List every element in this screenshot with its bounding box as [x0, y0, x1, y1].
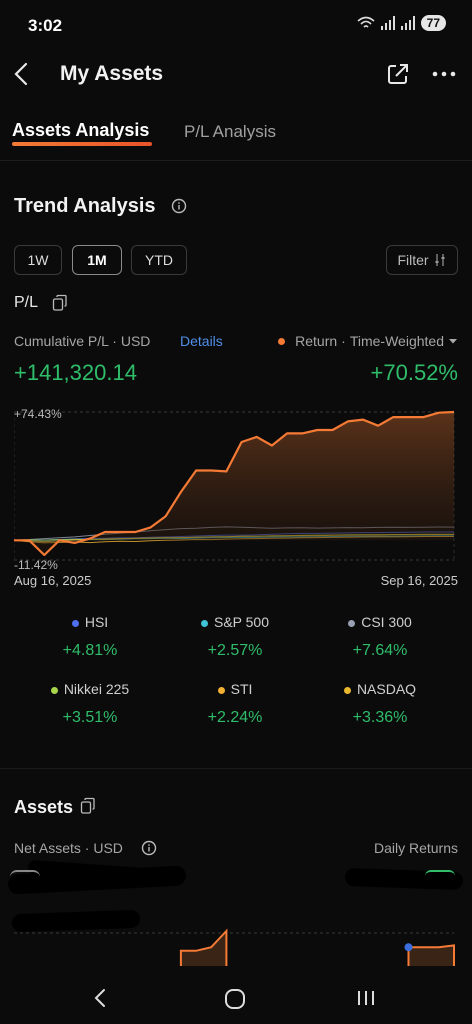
tab-pl-analysis[interactable]: P/L Analysis: [184, 122, 276, 141]
benchmark-value: +2.24%: [207, 709, 263, 726]
legend-dot: [348, 619, 356, 627]
benchmark-value: +2.57%: [207, 642, 263, 659]
tab-active-indicator: [12, 142, 152, 146]
signal-icon: [400, 16, 415, 30]
legend-dot: [343, 686, 351, 694]
period-1w-button[interactable]: 1W: [14, 245, 62, 275]
nav-home-icon[interactable]: [224, 988, 246, 1010]
legend-dot: [200, 619, 208, 627]
benchmark-name: S&P 500: [213, 614, 269, 630]
nav-recents-icon[interactable]: [356, 989, 376, 1007]
benchmark-nasdaq[interactable]: NASDAQ +3.36%: [305, 681, 455, 727]
period-ytd-button[interactable]: YTD: [131, 245, 187, 275]
sliders-icon: [435, 254, 445, 266]
pl-label: P/L: [14, 294, 39, 311]
page-title: My Assets: [60, 62, 164, 85]
return-value: +70.52%: [370, 360, 458, 385]
benchmark-name: NASDAQ: [356, 681, 417, 697]
x-end-label: Sep 16, 2025: [380, 573, 458, 588]
assets-line-0: [179, 928, 228, 967]
return-mode: Time-Weighted: [349, 333, 444, 349]
y-max-label: +74.43%: [14, 407, 62, 421]
return-area: [14, 412, 454, 555]
benchmark-value: +4.81%: [62, 642, 118, 659]
cumulative-pl-label: Cumulative P/L · USD: [14, 333, 151, 349]
copy-icon[interactable]: [52, 294, 68, 312]
assets-title: Assets: [14, 797, 74, 817]
legend-dot: [217, 686, 225, 694]
benchmark-name: HSI: [84, 614, 109, 630]
info-icon[interactable]: [171, 198, 187, 214]
benchmark-name: STI: [230, 681, 253, 697]
status-time: 3:02: [28, 16, 63, 35]
trend-analysis-title: Trend Analysis: [14, 195, 156, 217]
trend-chart[interactable]: [14, 410, 464, 562]
benchmark-sp500[interactable]: S&P 500 +2.57%: [160, 614, 310, 660]
benchmark-name: Nikkei 225: [63, 681, 130, 697]
net-assets-label: Net Assets · USD: [14, 840, 123, 856]
benchmark-csi300[interactable]: CSI 300 +7.64%: [305, 614, 455, 660]
nav-back-icon[interactable]: [92, 988, 108, 1008]
period-1m-button[interactable]: 1M: [72, 245, 122, 275]
share-icon[interactable]: [384, 60, 412, 88]
tab-divider: [0, 160, 472, 161]
redacted-daily-returns: [344, 867, 464, 892]
series-line-return: [14, 410, 455, 557]
copy-icon[interactable]: [80, 797, 96, 815]
benchmark-nikkei225[interactable]: Nikkei 225 +3.51%: [15, 681, 165, 727]
tab-assets-analysis[interactable]: Assets Analysis: [12, 120, 150, 140]
details-link[interactable]: Details: [180, 333, 223, 349]
benchmark-sti[interactable]: STI +2.24%: [160, 681, 310, 727]
benchmark-value: +3.51%: [62, 709, 118, 726]
signal-icon: [380, 16, 395, 30]
assets-area-1: [408, 945, 454, 967]
back-icon[interactable]: [10, 60, 34, 88]
legend-dot: [71, 619, 79, 627]
wifi-icon: [357, 16, 375, 28]
daily-returns-label: Daily Returns: [373, 840, 458, 856]
benchmark-value: +3.36%: [352, 709, 408, 726]
benchmark-name: CSI 300: [361, 614, 412, 630]
benchmark-hsi[interactable]: HSI +4.81%: [15, 614, 165, 660]
caret-down-icon: [449, 339, 457, 344]
return-dot: [278, 337, 286, 345]
more-icon[interactable]: [430, 60, 458, 88]
battery-badge: 77: [420, 15, 446, 31]
section-divider: [0, 768, 472, 769]
legend-dot: [50, 686, 58, 694]
x-start-label: Aug 16, 2025: [14, 573, 92, 588]
cumulative-pl-value: +141,320.14: [14, 360, 137, 385]
redacted-net-assets: [7, 859, 187, 895]
assets-area-0: [180, 931, 227, 967]
return-label: Return: [295, 333, 338, 349]
status-icons: 77: [357, 15, 446, 31]
y-min-label: -11.42%: [14, 558, 58, 572]
return-selector[interactable]: Return · Time-Weighted: [278, 333, 458, 349]
assets-marker-dot: [404, 943, 413, 952]
filter-button[interactable]: Filter: [386, 245, 458, 275]
separator-dot: ·: [341, 333, 346, 349]
benchmark-value: +7.64%: [352, 642, 408, 659]
system-nav-bar: [0, 966, 472, 1024]
filter-label: Filter: [397, 252, 429, 268]
info-icon[interactable]: [141, 840, 157, 856]
assets-chart[interactable]: [14, 925, 464, 967]
